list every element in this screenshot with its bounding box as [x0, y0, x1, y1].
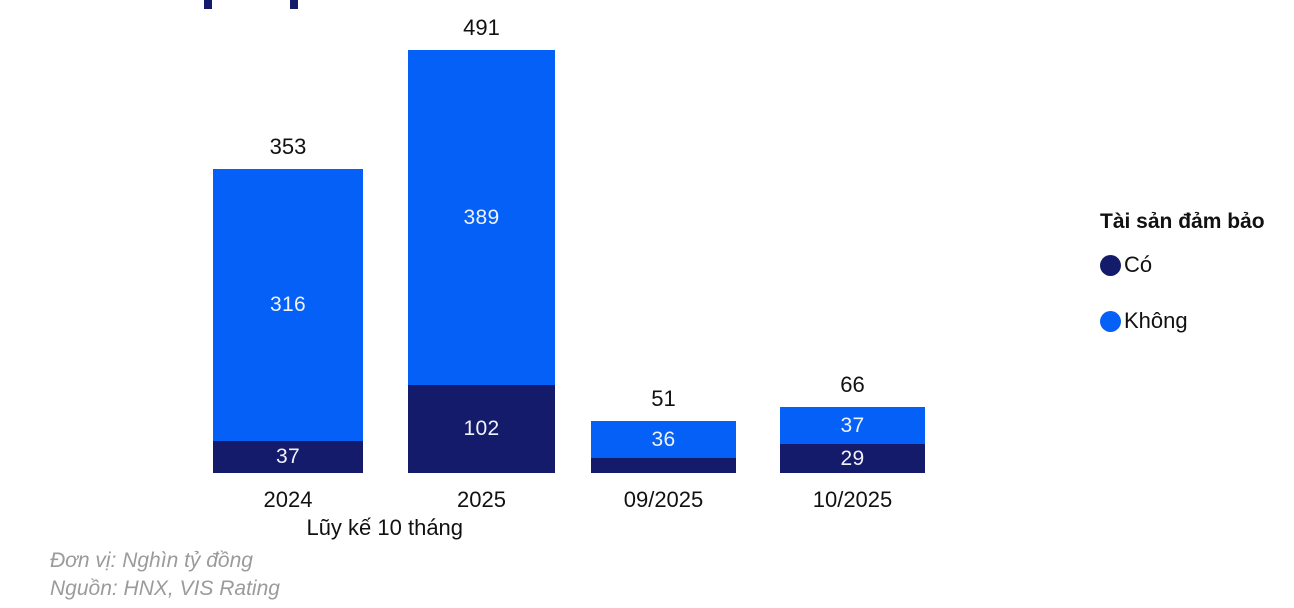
- bar-segment-co-2025: 102: [408, 385, 555, 473]
- bar-segment-khong-2025: 389: [408, 50, 555, 385]
- bar-total-label: 66: [840, 372, 865, 397]
- x-axis-group-label: Lũy kế 10 tháng: [306, 515, 464, 540]
- legend-label-khong: Không: [1124, 308, 1188, 333]
- bar-segment-khong-2024: 316: [213, 169, 363, 441]
- bar-segment-co-2024: 37: [213, 441, 363, 473]
- bar-segment-khong-10/2025: 37: [780, 407, 925, 444]
- segment-value-label: 36: [651, 427, 676, 451]
- legend-item-khong: Không: [1100, 308, 1265, 334]
- legend: Tài sản đảm bảo Có Không: [1100, 210, 1265, 364]
- cropped-title-fragment: [290, 0, 298, 9]
- segment-value-label: 316: [270, 293, 306, 316]
- x-axis-label-2025: 2025: [457, 487, 506, 512]
- footnote-source: Nguồn: HNX, VIS Rating: [50, 577, 280, 600]
- legend-swatch-co-icon: [1100, 254, 1121, 276]
- legend-swatch-khong-icon: [1100, 310, 1121, 332]
- legend-title: Tài sản đảm bảo: [1100, 210, 1265, 233]
- bar-total-label: 353: [269, 134, 307, 159]
- segment-value-label: 37: [840, 413, 865, 437]
- segment-value-label: 37: [276, 445, 300, 468]
- segment-value-label: 389: [463, 205, 500, 229]
- footnote-unit: Đơn vị: Nghìn tỷ đồng: [50, 549, 253, 572]
- legend-label-co: Có: [1124, 252, 1153, 277]
- segment-value-label: 102: [463, 417, 500, 440]
- bar-segment-co-10/2025: 29: [780, 444, 925, 473]
- x-axis-label-2024: 2024: [263, 487, 313, 512]
- x-axis-label-10/2025: 10/2025: [812, 487, 893, 512]
- footnotes: Đơn vị: Nghìn tỷ đồng Nguồn: HNX, VIS Ra…: [50, 547, 280, 603]
- bar-total-label: 51: [651, 386, 676, 411]
- bar-total-label: 491: [463, 15, 500, 40]
- x-axis-label-09/2025: 09/2025: [623, 487, 704, 512]
- legend-item-co: Có: [1100, 252, 1265, 278]
- bar-segment-khong-09/2025: 36: [591, 421, 736, 458]
- cropped-title-fragment: [204, 0, 212, 9]
- segment-value-label: 29: [840, 446, 865, 470]
- bar-segment-co-09/2025: [591, 458, 736, 473]
